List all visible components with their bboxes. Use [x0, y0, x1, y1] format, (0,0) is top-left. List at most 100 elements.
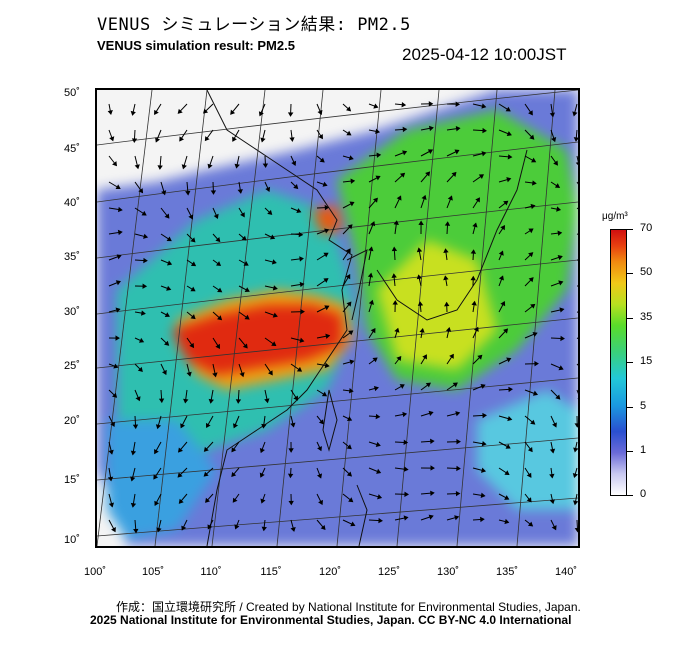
wind-vector-head — [526, 497, 532, 503]
wind-vector-head — [324, 305, 330, 311]
lon-label: 100˚ — [83, 566, 107, 578]
wind-vector-head — [261, 423, 267, 429]
wind-vector-head — [534, 361, 539, 367]
wind-vector-head — [404, 491, 409, 497]
colorbar-tick — [627, 495, 633, 496]
wind-vector-head — [185, 190, 191, 196]
wind-vector-head — [110, 421, 115, 427]
wind-vector-head — [230, 109, 236, 115]
wind-vector-head — [376, 468, 382, 474]
wind-vector-head — [241, 235, 247, 241]
wind-vector-head — [217, 315, 223, 321]
wind-vector-head — [504, 495, 510, 500]
colorbar-label: 1 — [640, 444, 647, 456]
wind-vector-head — [445, 326, 452, 332]
wind-vector-head — [345, 274, 351, 280]
wind-vector — [576, 181, 578, 185]
forecast-timestamp: 2025-04-12 10:00JST — [402, 45, 567, 64]
wind-vector-head — [324, 204, 330, 211]
wind-vector-head — [454, 515, 460, 521]
wind-vector-head — [177, 472, 183, 478]
wind-vector-head — [269, 234, 276, 240]
wind-vector-head — [505, 106, 511, 112]
wind-vector-head — [416, 274, 422, 280]
wind-vector-head — [507, 154, 513, 160]
wind-vector-head — [425, 382, 431, 388]
wind-vector-head — [207, 163, 213, 169]
wind-vector-head — [155, 137, 161, 143]
wind-vector-head — [215, 261, 222, 266]
wind-vector-head — [130, 110, 136, 116]
wind-vector-head — [204, 136, 210, 142]
wind-vector-head — [427, 149, 434, 155]
wind-vector-head — [153, 474, 159, 480]
wind-vector-head — [500, 301, 506, 307]
wind-vector-head — [243, 260, 249, 266]
wind-vectors — [107, 101, 578, 534]
lat-label: 50˚ — [64, 87, 80, 99]
wind-vector-head — [430, 490, 435, 496]
wind-vector-head — [430, 465, 435, 471]
wind-vector-head — [391, 273, 397, 278]
wind-vector-head — [557, 230, 563, 236]
wind-vector-head — [350, 521, 356, 527]
wind-vector-head — [456, 465, 461, 472]
wind-vector-head — [455, 101, 461, 107]
wind-vector-head — [137, 366, 143, 372]
wind-vector-head — [367, 272, 374, 278]
wind-vector-head — [481, 440, 487, 447]
wind-vector-head — [401, 101, 407, 108]
lat-label: 40˚ — [64, 197, 80, 209]
wind-vector-head — [396, 195, 402, 201]
wind-vector-head — [478, 174, 484, 180]
wind-vector-head — [267, 370, 273, 376]
wind-vector-head — [179, 136, 185, 142]
wind-vector-head — [506, 357, 512, 363]
wind-vector-head — [346, 130, 352, 136]
colorbar-tick — [627, 318, 633, 319]
wind-vector-head — [134, 164, 140, 170]
wind-vector-head — [504, 518, 510, 525]
lon-label: 110˚ — [200, 566, 222, 578]
wind-vector-head — [180, 423, 186, 429]
wind-vector-head — [208, 398, 214, 404]
wind-vector-head — [452, 382, 458, 388]
wind-vector-head — [346, 301, 352, 307]
wind-vector-head — [346, 471, 353, 477]
wind-vector-head — [267, 209, 273, 215]
wind-vector-head — [203, 446, 209, 452]
wind-vector-head — [323, 278, 329, 283]
wind-vector-head — [115, 307, 121, 313]
wind-vector-head — [575, 162, 578, 166]
wind-vector-head — [324, 362, 330, 369]
wind-vector-head — [428, 410, 434, 416]
wind-vector-head — [443, 248, 449, 254]
colorbar-tick — [627, 229, 633, 230]
wind-vector-head — [555, 394, 561, 400]
page-subtitle: VENUS simulation result: PM2.5 — [97, 38, 295, 53]
wind-vector-head — [376, 152, 382, 158]
wind-vector-head — [135, 396, 141, 402]
wind-vector-head — [272, 285, 278, 291]
wind-vector-head — [417, 301, 424, 306]
wind-vector-head — [480, 467, 487, 473]
wind-vector-head — [528, 252, 534, 258]
license-line: 2025 National Institute for Environmenta… — [90, 613, 572, 627]
wind-vector-head — [391, 246, 398, 252]
wind-vector-head — [443, 275, 449, 281]
wind-vector-head — [559, 307, 565, 313]
wind-vector-head — [117, 206, 123, 213]
wind-vector-head — [239, 372, 245, 378]
wind-vector-head — [449, 353, 454, 359]
wind-vector-head — [232, 423, 239, 429]
wind-vector-head — [177, 108, 183, 114]
wind-vector-head — [455, 125, 461, 132]
wind-vector-head — [531, 180, 537, 186]
wind-vector-head — [551, 525, 557, 531]
wind-vector-head — [108, 449, 114, 455]
wind-vector-head — [260, 137, 266, 143]
wind-vector-head — [574, 423, 578, 428]
wind-vector-head — [549, 473, 555, 479]
wind-vector-head — [156, 527, 162, 533]
wind-vector-head — [130, 476, 136, 482]
